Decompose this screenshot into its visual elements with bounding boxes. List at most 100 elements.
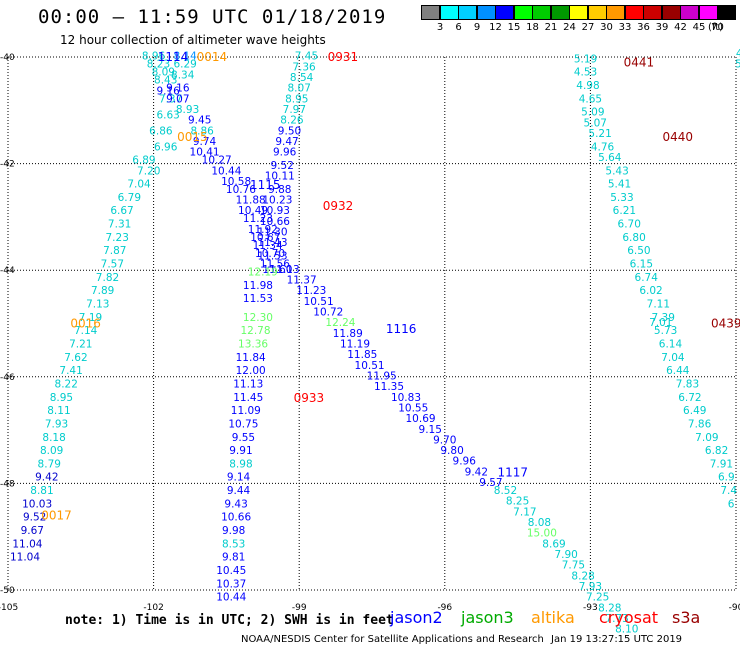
swh-value-label: 7.13 [86,299,109,311]
swh-value-label: 8.26 [280,115,304,127]
swh-value-label: 9.96 [453,456,477,468]
color-swatch [717,5,736,20]
swh-value-label: 8.69 [542,538,565,550]
color-swatch-label: 6 [455,22,462,33]
swh-value-label: 8.98 [229,458,252,470]
swh-value-label: 7.73 [605,613,628,625]
color-swatch [439,5,459,20]
swh-value-label: 11.23 [296,285,326,297]
pass-time-label: 0932 [323,199,354,213]
swh-value-label: 9.45 [188,115,211,127]
color-swatch-label: 42 [674,22,687,33]
swh-value-label: 6.50 [627,245,650,257]
legend-entry-cryosat: cryosat [599,608,659,627]
lat-lon-grid [7,56,737,591]
x-tick-label: -90 [729,603,740,613]
swh-value-label: 7.45 [295,51,318,63]
y-tick-label: -44 [0,266,15,276]
pass-time-label: 0441 [624,55,655,69]
pass-time-label: 0440 [662,130,693,144]
color-swatch [513,5,533,20]
color-swatch [495,5,514,20]
color-swatch-label: 24 [563,22,576,33]
swh-value-label: 11.89 [333,328,363,340]
swh-value-label: 11.23 [243,213,273,225]
swh-value-label: 10.66 [221,512,251,524]
swh-value-label: 6.82 [705,445,728,457]
swh-value-label: 11.35 [374,381,404,393]
swh-value-label: 6.29 [173,59,196,71]
swh-value-label: 5.41 [608,179,631,191]
swh-value-label: 6.96 [154,141,178,153]
swh-value-label: 6 [728,498,735,510]
color-swatch-label: 21 [544,22,558,33]
color-swatch-label: 3 [436,22,444,33]
swh-value-label: 6.80 [622,232,645,244]
color-swatch [606,5,625,20]
swh-value-label: 9.81 [222,552,245,564]
swh-value-label: 10.44 [216,592,246,604]
swh-value-label: 10.37 [216,578,246,590]
pass-time-label: 0015 [177,130,208,144]
swh-value-label: 8.95 [285,93,308,105]
swh-value-label: 11.34 [253,240,283,252]
color-swatch [532,5,551,20]
swh-value-label: 12.24 [325,317,355,329]
swh-value-label: 4.98 [576,80,599,92]
swh-value-label: 6.21 [613,205,636,217]
swh-value-label: 11.95 [367,370,397,382]
swh-value-label: 8.95 [50,392,73,404]
swh-value-label: 10.27 [202,155,232,167]
swh-value-label: 10.72 [313,307,343,319]
swh-value-label: 8.79 [38,458,61,470]
swh-value-label: 9.42 [35,472,58,484]
color-swatch-label: 30 [600,22,613,33]
swh-value-label: 9.44 [227,485,251,497]
pass-time-label: 1115 [250,178,281,192]
swh-value-label: 6.70 [618,219,641,231]
color-swatch-label: 15 [507,22,521,33]
pass-time-label: 1114 [158,50,189,64]
swh-value-label: 9.57 [479,477,502,489]
swh-value-label: 9.70 [433,434,456,446]
pass-time-label: 0016 [70,317,101,331]
color-swatch [661,5,681,20]
chart-subtitle: 12 hour collection of altimeter wave hei… [60,33,326,47]
y-tick-label: -50 [0,586,15,596]
swh-value-label: 11.85 [347,349,377,361]
swh-value-label: 7.57 [101,259,124,271]
color-swatch-label: 12 [489,22,502,33]
pass-time-label: 1117 [497,466,528,480]
swh-value-label: 9.91 [229,445,252,457]
swh-value-label: 8.28 [571,570,594,582]
x-tick-label: -96 [437,603,452,613]
swh-value-label: 9.16 [156,85,180,97]
swh-value-label: 6.79 [118,192,141,204]
legend-entry-s3a: s3a [672,608,701,627]
swh-value-label: 5.33 [610,192,633,204]
y-tick-label: -46 [0,373,15,383]
swh-value-label: 10.83 [391,392,421,404]
swh-value-label: 9.07 [166,93,189,105]
swh-value-label: 9.52 [271,160,294,172]
swh-value-label: 7.75 [562,560,585,572]
swh-value-label: 11.13 [270,264,300,276]
swh-value-label: 8.07 [288,83,311,95]
swh-value-label: 10.69 [406,413,436,425]
swh-value-label: 8.52 [494,485,517,497]
swh-value-label: 6.67 [110,205,133,217]
legend-entry-altika: altika [531,608,575,627]
swh-value-label: 7.31 [108,219,131,231]
swh-value-label: 7.09 [695,432,718,444]
swh-value-label: 5 [735,59,740,71]
swh-value-label: 7.11 [647,299,670,311]
pass-time-label: 1116 [386,322,417,336]
color-swatch [643,5,662,20]
color-swatch-label: 45 [692,22,706,33]
swh-value-label: 5.19 [574,53,597,65]
swh-value-label: 11.04 [12,538,42,550]
swh-value-label: 8.14 [173,51,197,63]
swh-value-label: 11.98 [243,280,273,292]
swh-value-label: 11.56 [260,259,290,271]
swh-value-label: 7.04 [127,179,151,191]
